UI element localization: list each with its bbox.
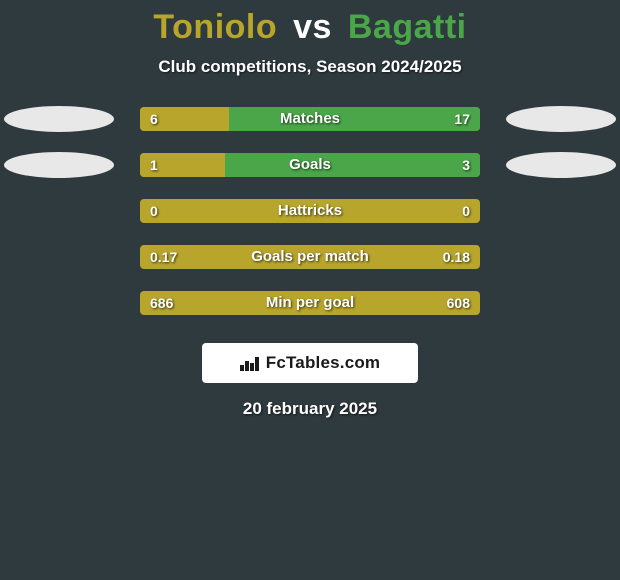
date-label: 20 february 2025 [0, 399, 620, 419]
stat-value-right: 0.18 [443, 245, 470, 269]
page-title: Toniolo vs Bagatti [0, 0, 620, 47]
logo-box: FcTables.com [202, 343, 418, 383]
stat-label: Matches [140, 107, 480, 131]
stat-value-left: 0.17 [150, 245, 177, 269]
stat-label: Min per goal [140, 291, 480, 315]
stat-row: 686 608Min per goal [0, 291, 620, 337]
stat-value-left: 6 [150, 107, 158, 131]
stat-value-left: 686 [150, 291, 173, 315]
stat-label: Goals [140, 153, 480, 177]
stats-container: 6 17Matches 1 3Goals 0 0Hattricks 0.17 0.18Goal… [0, 107, 620, 337]
stat-row: 6 17Matches [0, 107, 620, 153]
player-chip-left [4, 106, 114, 132]
barchart-icon [240, 355, 260, 371]
player-chip-right [506, 106, 616, 132]
stat-row: 0.17 0.18Goals per match [0, 245, 620, 291]
stat-value-left: 1 [150, 153, 158, 177]
stat-value-right: 3 [462, 153, 470, 177]
stat-label: Hattricks [140, 199, 480, 223]
stat-label: Goals per match [140, 245, 480, 269]
player2-name: Bagatti [348, 8, 467, 46]
stat-row: 0 0Hattricks [0, 199, 620, 245]
stat-value-left: 0 [150, 199, 158, 223]
player1-name: Toniolo [153, 8, 277, 46]
vs-label: vs [293, 8, 332, 46]
stat-row: 1 3Goals [0, 153, 620, 199]
stat-value-right: 608 [447, 291, 470, 315]
stat-value-right: 0 [462, 199, 470, 223]
player-chip-right [506, 152, 616, 178]
logo-text: FcTables.com [266, 353, 381, 373]
player-chip-left [4, 152, 114, 178]
stat-value-right: 17 [454, 107, 470, 131]
subtitle: Club competitions, Season 2024/2025 [0, 57, 620, 77]
comparison-card: Toniolo vs Bagatti Club competitions, Se… [0, 0, 620, 580]
